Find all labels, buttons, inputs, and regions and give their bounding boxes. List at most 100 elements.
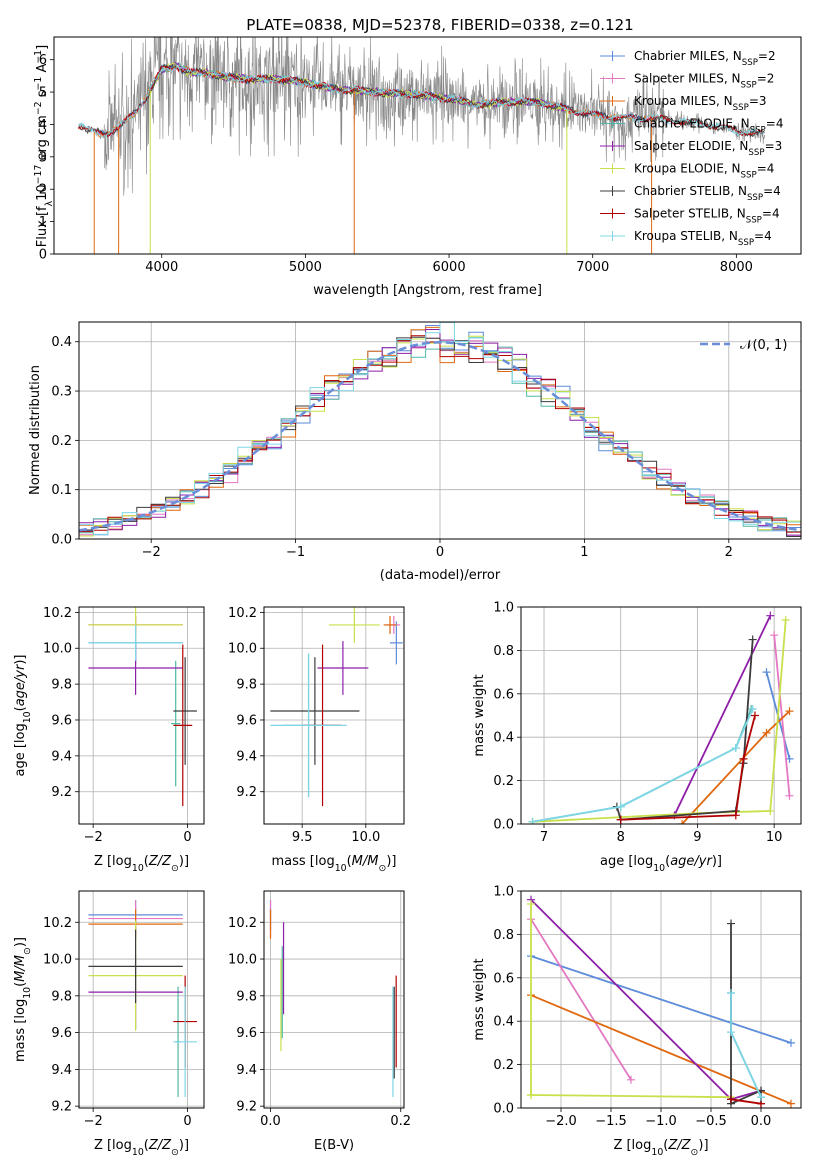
x-tick-label: −2 bbox=[84, 830, 103, 845]
weight-line bbox=[673, 615, 772, 816]
panel-mass_vs_ebv: 0.0 0.2 9.2 9.4 9.6 9.8 10.0 10.2 bbox=[228, 890, 411, 1129]
errorbar-point bbox=[173, 644, 193, 807]
errorbar-point bbox=[88, 624, 183, 661]
data-point-marker bbox=[527, 1090, 535, 1099]
y-tick-label: 0.2 bbox=[493, 1058, 514, 1073]
x-axis-label: age [log10(age/yr)] bbox=[600, 854, 722, 874]
y-tick-label: 0.2 bbox=[51, 434, 72, 449]
y-tick-label: 10.0 bbox=[43, 642, 72, 657]
weight-line bbox=[530, 994, 792, 1105]
y-tick-label: 0.6 bbox=[493, 687, 514, 702]
x-tick-label: 10 bbox=[766, 830, 783, 845]
x-tick-label: −2 bbox=[84, 1114, 103, 1129]
data-point-marker bbox=[727, 1028, 735, 1037]
y-tick-label: 10.2 bbox=[43, 916, 72, 931]
y-tick-label: 9.8 bbox=[51, 678, 72, 693]
figure-title: PLATE=0838, MJD=52378, FIBERID=0338, z=0… bbox=[246, 16, 633, 34]
normal-curve bbox=[79, 340, 801, 532]
y-tick-label: 9.2 bbox=[236, 785, 257, 800]
errorbar-point bbox=[270, 657, 360, 765]
y-tick-label: 9.6 bbox=[236, 1026, 257, 1041]
axes-frame bbox=[78, 606, 205, 825]
x-axis-label: wavelength [Angstrom, rest frame] bbox=[313, 283, 542, 298]
legend bbox=[600, 51, 625, 241]
panel-age_vs_Z: −2 0 9.2 9.4 9.6 9.8 10.0 10.2 bbox=[43, 606, 205, 845]
x-tick-label: 9 bbox=[693, 830, 701, 845]
data-point-marker bbox=[731, 811, 740, 820]
y-tick-label: 10.2 bbox=[43, 606, 72, 621]
y-tick-label: 4 bbox=[39, 118, 47, 133]
panel-mass_weight_vs_age: 7 8 9 10 0.0 0.2 0.4 0.6 0.8 1.0 bbox=[493, 601, 802, 845]
y-tick-label: 0.6 bbox=[493, 971, 514, 986]
y-tick-label: 10.2 bbox=[228, 606, 257, 621]
y-axis-label: mass weight bbox=[472, 958, 487, 1040]
y-tick-label: 9.6 bbox=[51, 1026, 72, 1041]
x-tick-label: −1.0 bbox=[645, 1114, 677, 1129]
legend-entry: Salpeter STELIB, NSSP=4 bbox=[634, 207, 780, 226]
x-axis-label: Z [log10(Z/Z⊙)] bbox=[613, 1138, 708, 1158]
x-tick-label: 0 bbox=[183, 830, 191, 845]
x-axis-label: Z [log10(Z/Z⊙)] bbox=[94, 854, 189, 874]
legend-entry: 𝒩(0, 1) bbox=[740, 338, 787, 353]
y-tick-label: 10.0 bbox=[228, 953, 257, 968]
y-tick-label: 9.2 bbox=[236, 1100, 257, 1115]
data-point-marker bbox=[787, 1099, 795, 1108]
y-tick-label: 0.4 bbox=[51, 335, 72, 350]
x-tick-label: 2 bbox=[725, 545, 733, 560]
y-tick-label: 1 bbox=[39, 215, 47, 230]
legend-entry: Kroupa MILES, NSSP=3 bbox=[634, 94, 767, 113]
data-point-marker bbox=[770, 631, 779, 640]
x-tick-label: 10.0 bbox=[351, 830, 380, 845]
x-tick-label: 0 bbox=[183, 1114, 191, 1129]
x-tick-label: 1 bbox=[580, 545, 588, 560]
plot-area bbox=[527, 895, 795, 1108]
y-tick-label: 0.4 bbox=[493, 1015, 514, 1030]
data-point-marker bbox=[787, 1038, 795, 1047]
y-tick-label: 5 bbox=[39, 86, 47, 101]
y-tick-label: 3 bbox=[39, 150, 47, 165]
y-tick-label: 0.1 bbox=[51, 483, 72, 498]
weight-line bbox=[773, 635, 791, 796]
plot-area bbox=[269, 900, 397, 1097]
y-tick-label: 9.8 bbox=[236, 678, 257, 693]
y-tick-label: 0.4 bbox=[493, 731, 514, 746]
y-tick-label: 0.2 bbox=[493, 774, 514, 789]
x-axis-label: E(B-V) bbox=[314, 1138, 354, 1153]
data-point-marker bbox=[785, 707, 794, 716]
x-tick-label: 7000 bbox=[576, 260, 609, 275]
data-point-marker bbox=[727, 988, 735, 997]
panel-mass_vs_Z: −2 0 9.2 9.4 9.6 9.8 10.0 10.2 bbox=[43, 890, 205, 1129]
y-tick-label: 2 bbox=[39, 183, 47, 198]
x-axis-label: mass [log10(M/M⊙)] bbox=[272, 854, 397, 874]
x-tick-label: 6000 bbox=[433, 260, 466, 275]
data-point-marker bbox=[750, 711, 759, 720]
y-tick-label: 9.8 bbox=[51, 989, 72, 1004]
data-point-marker bbox=[748, 704, 757, 713]
y-tick-label: 9.6 bbox=[236, 713, 257, 728]
data-point-marker bbox=[762, 728, 771, 737]
x-tick-label: −0.5 bbox=[695, 1114, 727, 1129]
errorbar-point bbox=[170, 660, 181, 787]
legend-entry: Salpeter ELODIE, NSSP=3 bbox=[634, 139, 782, 158]
axes-frame bbox=[263, 890, 405, 1109]
errorbar-point bbox=[390, 621, 403, 665]
weight-line bbox=[530, 904, 732, 1099]
x-tick-label: 0 bbox=[436, 545, 444, 560]
y-tick-label: 9.4 bbox=[236, 749, 257, 764]
y-axis-label: mass weight bbox=[472, 674, 487, 756]
panel-spectrum: 4000 5000 6000 7000 8000 0 1 2 3 4 5 6 bbox=[39, 36, 802, 275]
weight-line bbox=[730, 923, 762, 1106]
y-tick-label: 1.0 bbox=[493, 885, 514, 900]
legend-entry: Chabrier STELIB, NSSP=4 bbox=[634, 184, 781, 203]
axes-frame bbox=[520, 890, 802, 1109]
histogram-kroupa-stelib bbox=[79, 322, 801, 535]
y-tick-label: 10.2 bbox=[228, 916, 257, 931]
y-tick-label: 1.0 bbox=[493, 601, 514, 616]
x-axis-label: Z [log10(Z/Z⊙)] bbox=[94, 1138, 189, 1158]
legend-entry: Salpeter MILES, NSSP=2 bbox=[634, 72, 774, 91]
data-point-marker bbox=[739, 754, 748, 763]
y-tick-label: 9.2 bbox=[51, 1100, 72, 1115]
legend-entry: Kroupa STELIB, NSSP=4 bbox=[634, 229, 772, 248]
y-tick-label: 0.0 bbox=[493, 818, 514, 833]
